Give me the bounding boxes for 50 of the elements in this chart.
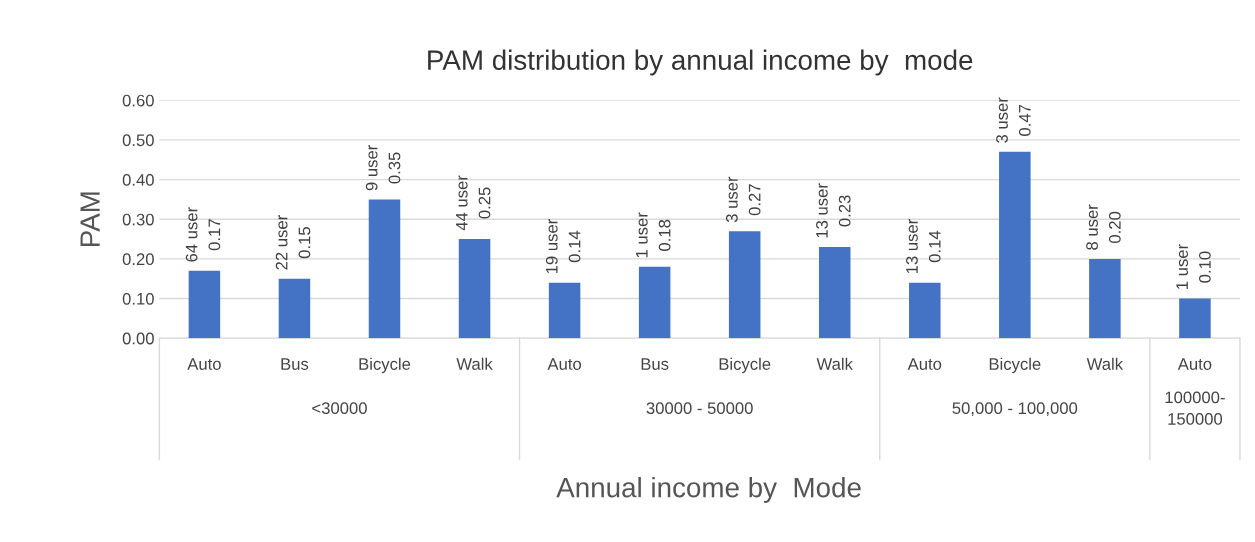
data-label: 13 user 0.14 — [906, 219, 941, 274]
x-tick-label: Walk — [1086, 357, 1124, 370]
x-tick-label: Auto — [547, 358, 582, 370]
x-tick-label: Bus — [641, 358, 669, 370]
text: <30000 — [312, 402, 367, 415]
data-label: 1 user 0.10 — [1176, 244, 1211, 289]
bar — [638, 266, 671, 339]
bar — [1089, 258, 1121, 339]
x-tick-label: Auto — [187, 358, 221, 370]
x-tick-label: Walk — [816, 357, 853, 370]
data-label: 19 user 0.14 — [545, 219, 581, 274]
data-label: 1 user 0.18 — [636, 212, 671, 258]
bar — [818, 247, 851, 339]
data-label: 9 user 0.35 — [365, 145, 401, 191]
x-tick-label: Walk — [456, 357, 493, 370]
x-axis-title: Annual income by Mode — [556, 477, 861, 503]
data-label: 44 user 0.25 — [456, 175, 491, 231]
bar — [188, 270, 221, 339]
bar — [1179, 298, 1211, 339]
bar — [278, 278, 311, 339]
bar — [368, 199, 401, 339]
data-label: 22 user 0.15 — [275, 215, 311, 270]
x-tick-label: Auto — [907, 358, 942, 370]
y-tick-label: 0.00 — [122, 332, 154, 345]
y-tick-label: 0.30 — [122, 213, 154, 226]
bar — [999, 151, 1031, 339]
y-tick-label: 0.40 — [122, 173, 154, 186]
y-tick-label: 0.60 — [122, 94, 154, 107]
x-tick-label: Bicycle — [359, 357, 411, 374]
y-tick-label: 0.20 — [122, 253, 154, 266]
text: 100000- 150000 — [1165, 391, 1225, 425]
y-tick-label: 0.10 — [122, 292, 154, 305]
data-label: 64 user 0.17 — [185, 207, 221, 262]
y-tick-label: 0.50 — [122, 134, 154, 147]
data-label: 13 user 0.23 — [816, 183, 851, 238]
bar — [909, 282, 941, 339]
x-tick-label: Auto — [1177, 358, 1212, 370]
data-label: 3 user 0.27 — [725, 176, 761, 223]
data-label: 3 user 0.47 — [996, 97, 1031, 143]
chart-title: PAM distribution by annual income by mode — [428, 49, 973, 76]
x-tick-label: Bicycle — [719, 357, 771, 374]
bar — [548, 282, 581, 339]
text: 50,000 - 100,000 — [952, 402, 1078, 417]
text: 30000 - 50000 — [646, 402, 753, 415]
bar — [728, 231, 761, 339]
x-tick-label: Bicycle — [989, 357, 1041, 374]
bar — [458, 239, 491, 339]
x-tick-label: Bus — [281, 358, 309, 370]
y-axis-title: PAM — [80, 192, 100, 247]
data-label: 8 user 0.20 — [1086, 204, 1121, 250]
